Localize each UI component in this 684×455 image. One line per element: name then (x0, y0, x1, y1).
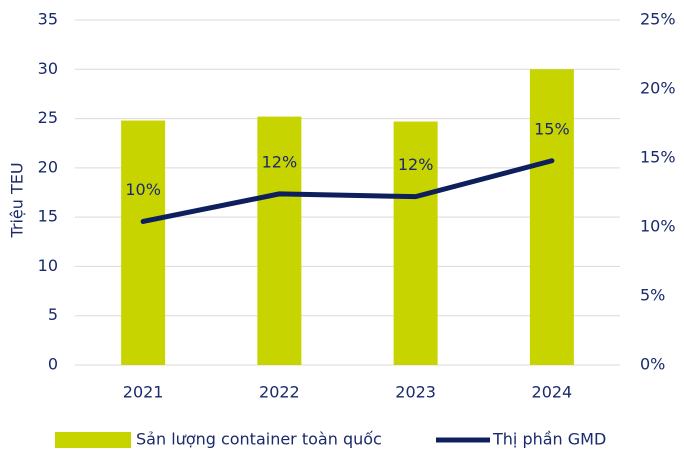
bar (121, 120, 166, 366)
y-tick-label: 10 (38, 256, 58, 275)
data-label: 12% (262, 152, 298, 171)
y-tick-label: 35 (38, 10, 58, 29)
data-label: 10% (125, 180, 161, 199)
legend-swatch (55, 432, 131, 448)
data-label: 12% (398, 155, 434, 174)
bar (393, 121, 438, 366)
x-tick-label: 2023 (395, 383, 436, 402)
y-tick-label: 30 (38, 59, 58, 78)
y2-tick-label: 10% (640, 217, 676, 236)
y-axis-label: Triệu TEU (8, 162, 27, 238)
bar (529, 69, 574, 366)
x-tick-label: 2024 (532, 383, 573, 402)
y2-tick-label: 15% (640, 148, 676, 167)
y-tick-label: 25 (38, 108, 58, 127)
y2-tick-label: 20% (640, 79, 676, 98)
y-tick-label: 15 (38, 207, 58, 226)
y2-tick-label: 5% (640, 286, 665, 305)
legend-label: Thị phần GMD (492, 430, 606, 449)
y-tick-label: 5 (48, 305, 58, 324)
bar (257, 116, 302, 365)
y2-tick-label: 25% (640, 10, 676, 29)
y-tick-label: 20 (38, 157, 58, 176)
x-tick-label: 2021 (123, 383, 164, 402)
legend-label: Sản lượng container toàn quốc (136, 430, 382, 449)
x-tick-label: 2022 (259, 383, 300, 402)
y2-tick-label: 0% (640, 355, 665, 374)
line (140, 158, 555, 224)
data-label: 15% (534, 119, 570, 138)
y-tick-label: 0 (48, 355, 58, 374)
